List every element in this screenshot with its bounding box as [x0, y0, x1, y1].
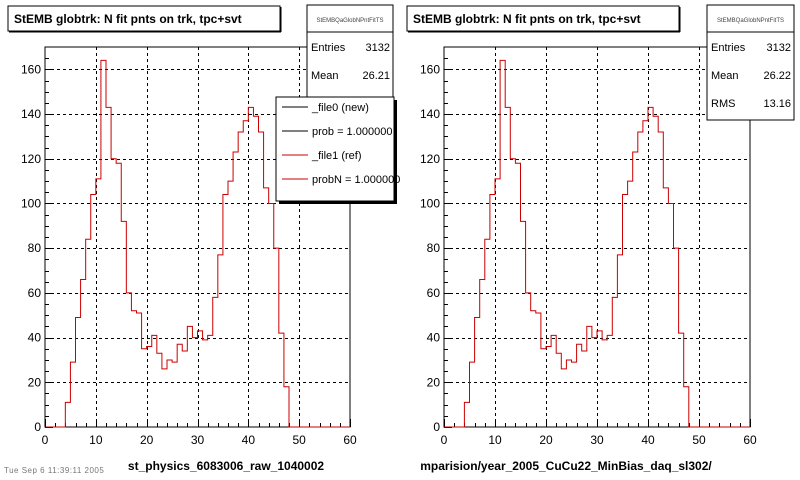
- chart-title: StEMB globtrk: N fit pnts on trk, tpc+sv…: [413, 12, 641, 26]
- y-tick-label: 20: [427, 375, 441, 389]
- stats-box: [706, 4, 795, 121]
- x-tick-label: 60: [343, 433, 357, 447]
- y-tick-label: 140: [21, 107, 41, 121]
- y-tick-label: 80: [28, 241, 42, 255]
- stats-title: StEMBQaGlobNPntFitTS: [717, 18, 784, 24]
- y-tick-label: 0: [433, 420, 440, 434]
- footer-timestamp: Tue Sep 6 11:39:11 2005: [4, 466, 105, 475]
- x-tick-label: 50: [692, 433, 706, 447]
- x-tick-label: 0: [42, 433, 49, 447]
- y-tick-label: 120: [420, 152, 440, 166]
- stats-value: 3132: [366, 42, 390, 54]
- y-tick-label: 100: [21, 196, 41, 210]
- x-tick-label: 0: [441, 433, 448, 447]
- y-tick-label: 160: [21, 62, 41, 76]
- y-tick-label: 60: [427, 286, 441, 300]
- stats-label: Entries: [711, 42, 746, 54]
- stats-label: Entries: [311, 42, 346, 54]
- stats-value: 13.16: [763, 98, 791, 110]
- title-box: [7, 5, 281, 32]
- stats-value: 26.22: [763, 70, 791, 82]
- x-tick-label: 10: [488, 433, 502, 447]
- chart-title: StEMB globtrk: N fit pnts on trk, tpc+sv…: [14, 12, 242, 26]
- y-tick-label: 0: [34, 420, 41, 434]
- x-tick-label: 30: [191, 433, 205, 447]
- legend-label: prob = 1.000000: [312, 126, 392, 138]
- x-tick-label: 30: [590, 433, 604, 447]
- y-tick-label: 120: [21, 152, 41, 166]
- y-tick-label: 60: [28, 286, 42, 300]
- histogram-series-line: [444, 59, 750, 428]
- x-axis-label: mparision/year_2005_CuCu22_MinBias_daq_s…: [420, 459, 712, 473]
- legend-box: [275, 96, 395, 202]
- legend-label: _file0 (new): [311, 102, 369, 114]
- x-axis-label: st_physics_6083006_raw_1040002: [128, 459, 324, 473]
- stats-label: Mean: [311, 70, 339, 82]
- histogram-panel-1: 0 10 20 30 40 50 60 0 20 40 60 80 100 120 140 160 st_phy…: [7, 4, 400, 473]
- stats-value: 26.21: [362, 70, 390, 82]
- x-tick-label: 50: [292, 433, 306, 447]
- x-tick-label: 10: [89, 433, 103, 447]
- stats-label: Mean: [711, 70, 739, 82]
- y-tick-label: 40: [427, 331, 441, 345]
- stats-label: RMS: [711, 98, 735, 110]
- legend-label: _file1 (ref): [311, 150, 362, 162]
- x-tick-label: 40: [242, 433, 256, 447]
- histogram-panel-2: 0 10 20 30 40 50 60 0 20 40 60 80 100 120 140 160 mparis…: [406, 4, 795, 473]
- histogram-series-line: [45, 59, 350, 428]
- x-tick-label: 20: [140, 433, 154, 447]
- y-tick-label: 40: [28, 331, 42, 345]
- y-tick-label: 160: [420, 62, 440, 76]
- y-tick-label: 100: [420, 196, 440, 210]
- y-tick-label: 80: [427, 241, 441, 255]
- x-tick-label: 20: [539, 433, 553, 447]
- legend-label: probN = 1.000000: [312, 174, 400, 186]
- stats-title: StEMBQaGlobNPntFitTS: [316, 18, 383, 24]
- x-tick-label: 60: [743, 433, 757, 447]
- plot-frame: [443, 46, 751, 428]
- stats-box: [306, 4, 394, 100]
- x-tick-label: 40: [641, 433, 655, 447]
- stats-value: 3132: [767, 42, 791, 54]
- y-tick-label: 20: [28, 375, 42, 389]
- y-tick-label: 140: [420, 107, 440, 121]
- title-box: [406, 5, 680, 32]
